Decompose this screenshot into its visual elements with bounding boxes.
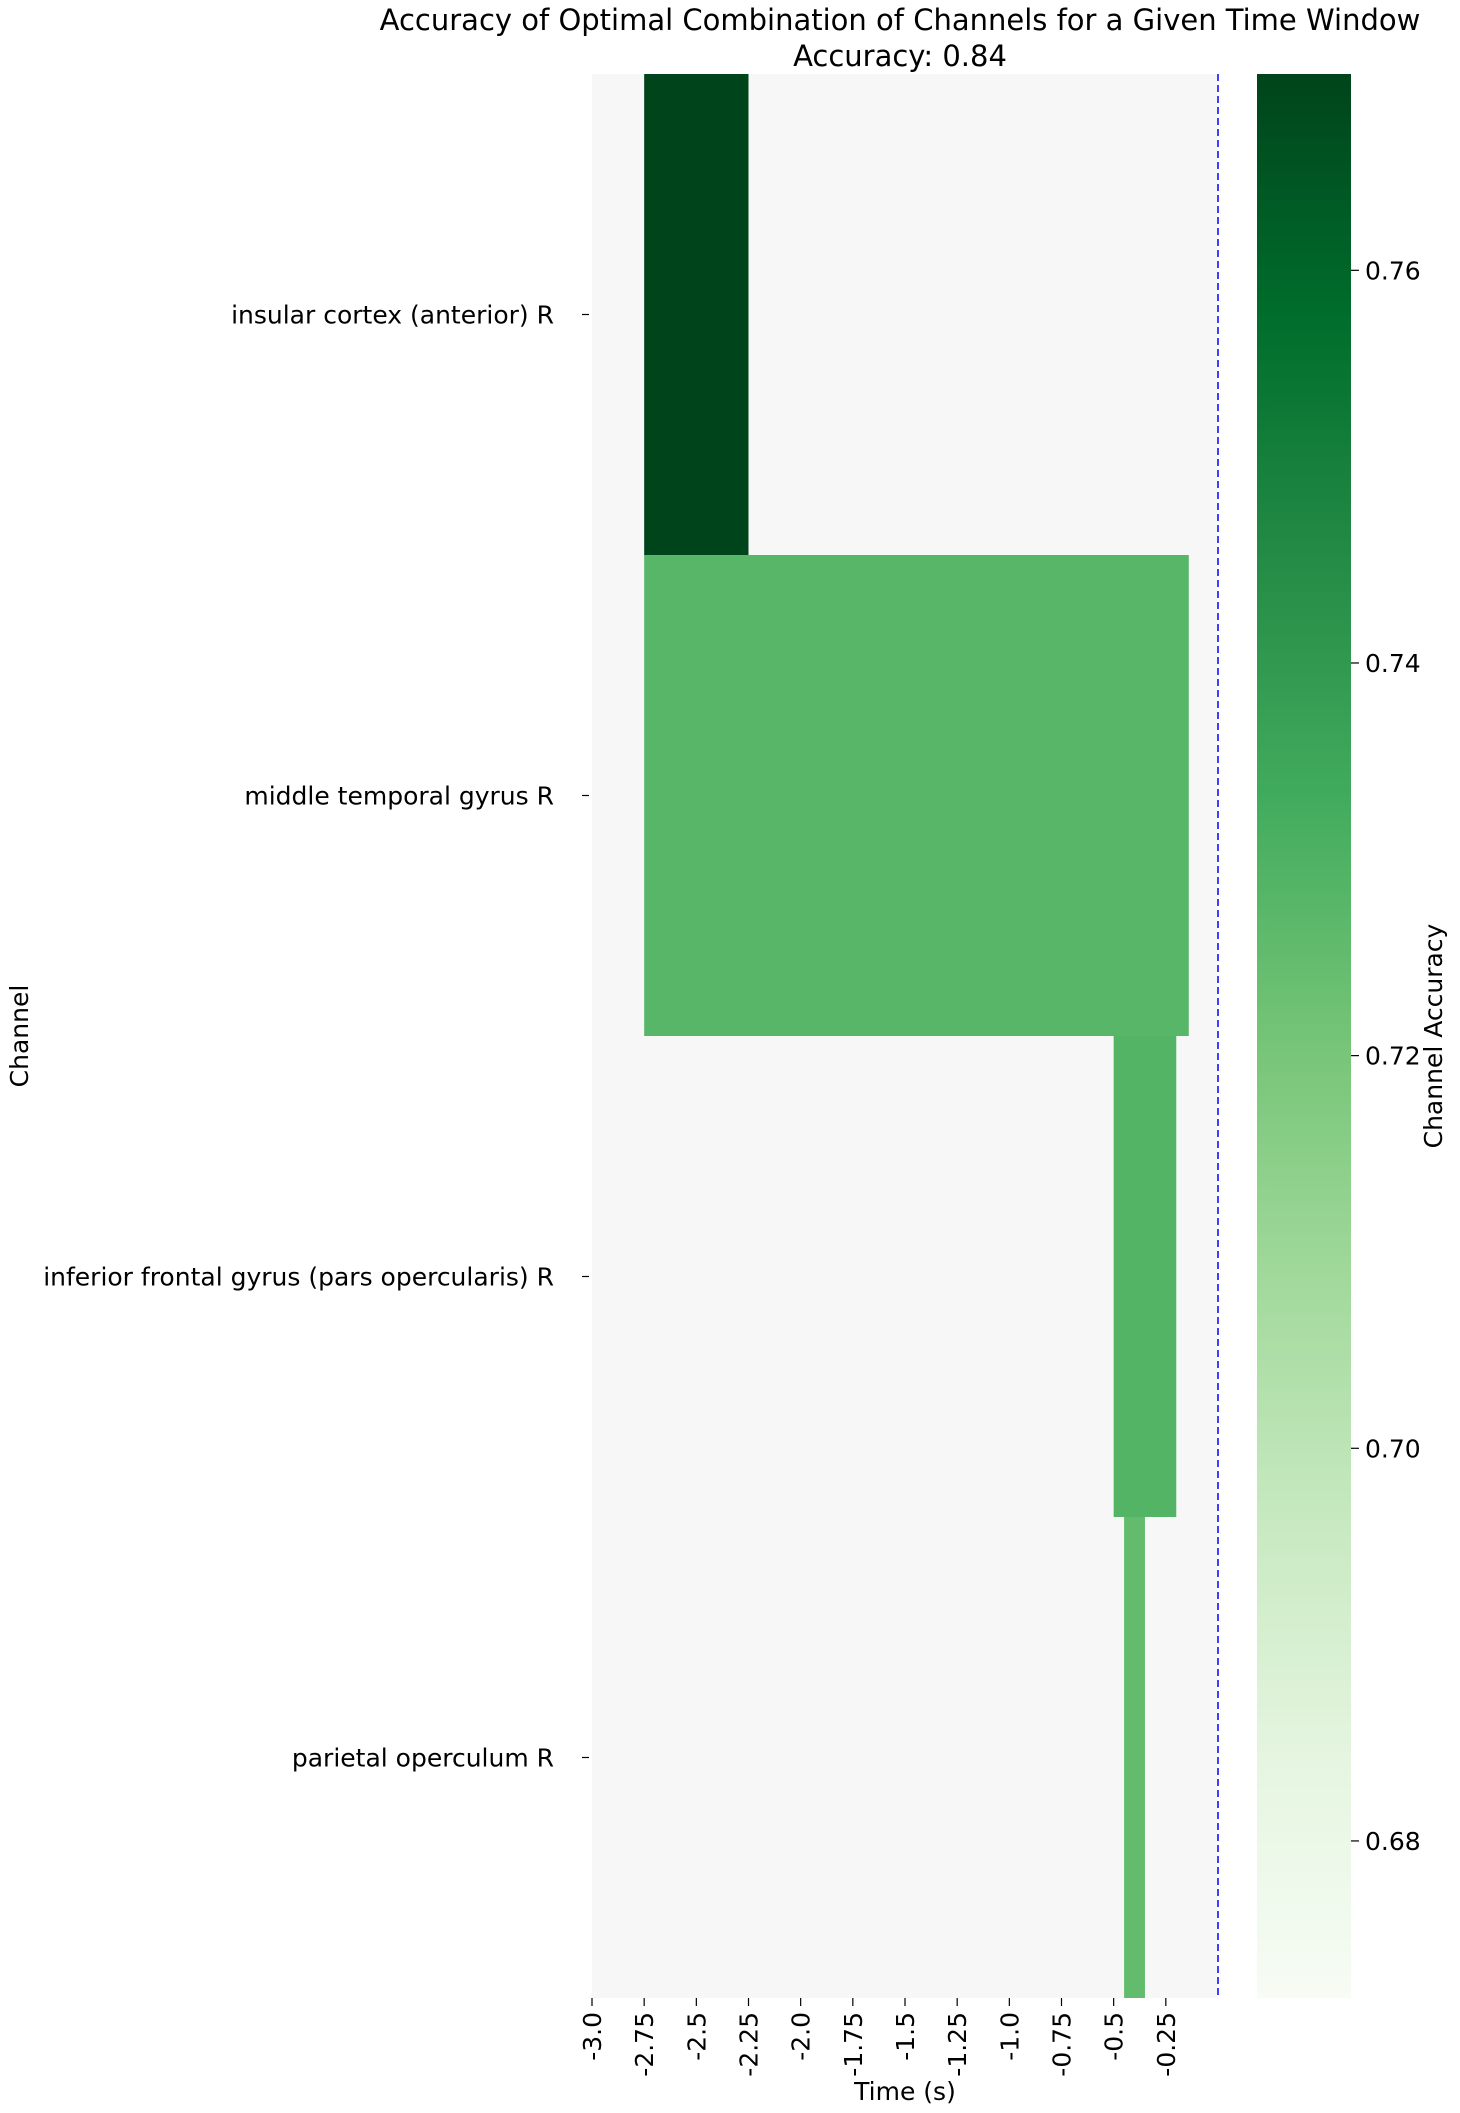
y-tick-label-1: insular cortex (anterior) R — [231, 301, 554, 330]
x-tick-label-8: -1.25 — [943, 2012, 972, 2077]
colorbar: 0.68 0.70 0.72 0.74 0.76 Channel Accuracy — [1257, 74, 1448, 1998]
plot-area — [592, 74, 1219, 1998]
colorbar-label: Channel Accuracy — [1419, 923, 1448, 1148]
x-tick-label-1: -3.0 — [578, 2012, 607, 2061]
heatmap-cell-3 — [1113, 1036, 1177, 1517]
heatmap-cell-4 — [1124, 1517, 1145, 1998]
x-tick-label-12: -0.25 — [1152, 2012, 1181, 2077]
x-tick-label-7: -1.5 — [891, 2012, 920, 2061]
colorbar-tick-label-1: 0.68 — [1365, 1827, 1421, 1856]
chart-subtitle: Accuracy: 0.84 — [793, 39, 1007, 73]
colorbar-gradient — [1257, 74, 1351, 1998]
chart-title: Accuracy of Optimal Combination of Chann… — [380, 3, 1421, 37]
heatmap-cells — [644, 74, 1189, 1998]
y-tick-label-3: inferior frontal gyrus (pars opercularis… — [43, 1263, 554, 1292]
x-tick-label-5: -2.0 — [787, 2012, 816, 2061]
colorbar-tick-label-2: 0.70 — [1365, 1434, 1421, 1463]
heatmap-cell-2 — [644, 555, 1189, 1036]
x-tick-label-2: -2.75 — [630, 2012, 659, 2077]
x-tick-label-6: -1.75 — [839, 2012, 868, 2077]
y-tick-label-2: middle temporal gyrus R — [244, 782, 554, 811]
x-axis-label: Time (s) — [853, 2077, 956, 2106]
x-tick-label-10: -0.75 — [1048, 2012, 1077, 2077]
x-tick-label-3: -2.5 — [682, 2012, 711, 2061]
x-axis: -3.0 -2.75 -2.5 -2.25 -2.0 -1.75 -1.5 -1.25 -1.0… — [578, 1998, 1181, 2077]
y-tick-label-4: parietal operculum R — [292, 1744, 554, 1773]
colorbar-tick-label-4: 0.74 — [1365, 649, 1421, 678]
colorbar-ticks: 0.68 0.70 0.72 0.74 0.76 — [1351, 256, 1421, 1856]
x-tick-label-11: -0.5 — [1100, 2012, 1129, 2061]
x-tick-label-4: -2.25 — [735, 2012, 764, 2077]
y-axis: insular cortex (anterior) R middle tempor… — [43, 301, 589, 1773]
x-tick-label-9: -1.0 — [995, 2012, 1024, 2061]
colorbar-tick-label-3: 0.72 — [1365, 1042, 1421, 1071]
y-axis-label: Channel — [5, 985, 34, 1088]
colorbar-tick-label-5: 0.76 — [1365, 256, 1421, 285]
heatmap-cell-1 — [644, 74, 749, 555]
